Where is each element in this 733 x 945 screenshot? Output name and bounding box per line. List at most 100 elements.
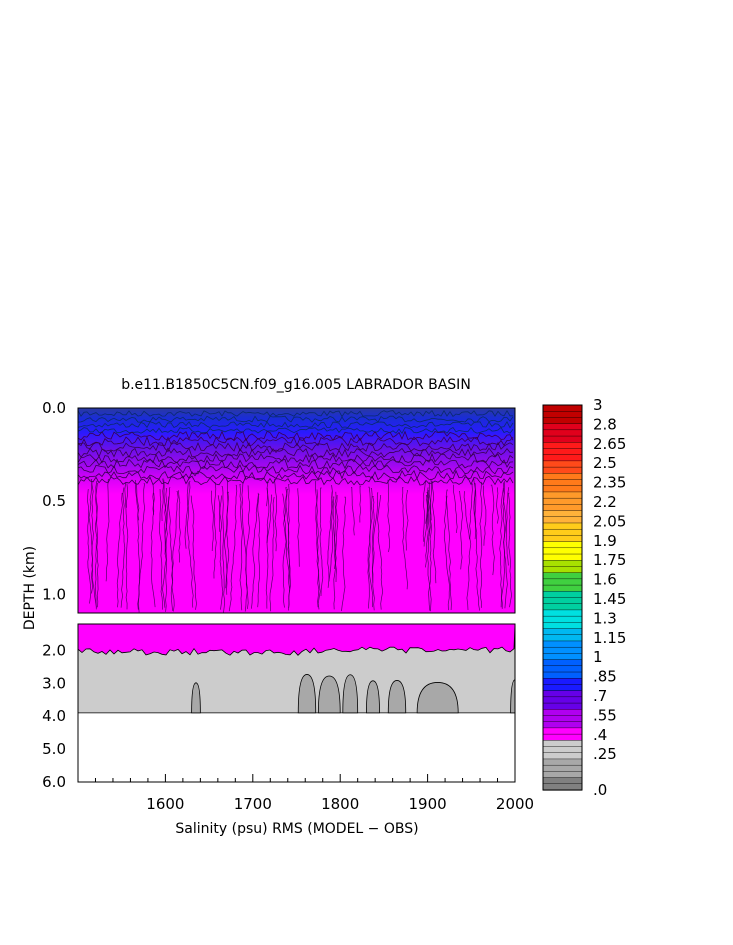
contour-line bbox=[135, 480, 140, 613]
contour-line bbox=[266, 487, 269, 507]
colorbar-swatch bbox=[542, 504, 583, 512]
colorbar-label: 1.9 bbox=[593, 532, 617, 550]
colorbar-swatch bbox=[542, 547, 583, 555]
contour-line bbox=[463, 491, 470, 540]
contour-line bbox=[405, 490, 409, 551]
contour-line bbox=[105, 478, 110, 582]
colorbar-swatch bbox=[542, 684, 583, 692]
contour-line bbox=[150, 492, 156, 608]
colorbar-swatch bbox=[542, 702, 583, 710]
colorbar-swatch bbox=[542, 566, 583, 574]
contour-line bbox=[479, 481, 483, 608]
contour-line bbox=[87, 489, 92, 604]
contour-line bbox=[274, 478, 278, 552]
colorbar-label: .55 bbox=[593, 706, 617, 724]
x-tick-label: 1600 bbox=[146, 795, 184, 813]
dark-gray-region bbox=[510, 679, 515, 714]
colorbar-swatch bbox=[542, 448, 583, 456]
contour-line bbox=[427, 490, 432, 521]
lower-panel bbox=[77, 623, 516, 783]
contour-line bbox=[500, 480, 507, 608]
contour-line bbox=[359, 486, 362, 523]
contour-line bbox=[377, 495, 384, 610]
contour-line bbox=[116, 492, 123, 608]
x-tick-label: 1700 bbox=[234, 795, 272, 813]
contour-line bbox=[473, 483, 476, 520]
colorbar-swatch bbox=[542, 597, 583, 605]
colorbar-swatch bbox=[542, 479, 583, 487]
colorbar-swatch bbox=[542, 727, 583, 735]
dark-gray-region bbox=[416, 682, 459, 714]
colorbar-swatch bbox=[542, 572, 583, 580]
contour-line bbox=[266, 494, 273, 544]
upper-panel-contours bbox=[78, 409, 514, 613]
contour-line bbox=[401, 486, 408, 590]
y-tick-label: 3.0 bbox=[42, 674, 66, 692]
dark-gray-region bbox=[191, 682, 201, 714]
contour-line bbox=[152, 484, 155, 515]
contour-line bbox=[443, 495, 450, 611]
x-axis-label: Salinity (psu) RMS (MODEL − OBS) bbox=[175, 821, 418, 837]
colorbar-swatch bbox=[542, 417, 583, 425]
contour-line bbox=[333, 495, 339, 610]
contour-line bbox=[159, 489, 163, 610]
contour-line bbox=[459, 491, 464, 570]
contour-line bbox=[90, 479, 94, 594]
contour-line bbox=[95, 480, 99, 608]
x-axis-tick-labels: 1600 1700 1800 1900 2000 bbox=[146, 795, 534, 813]
colorbar-swatch bbox=[542, 665, 583, 673]
y-tick-label: 2.0 bbox=[42, 641, 66, 659]
contour-line bbox=[219, 495, 224, 610]
contour-line bbox=[120, 487, 126, 608]
colorbar-swatch bbox=[542, 491, 583, 499]
contour-line bbox=[351, 487, 355, 536]
y-tick-label: 0.0 bbox=[42, 399, 66, 417]
colorbar-label: .7 bbox=[593, 687, 607, 705]
contour-line bbox=[257, 492, 260, 608]
colorbar-swatch bbox=[542, 454, 583, 462]
colorbar-swatch bbox=[542, 715, 583, 723]
colorbar-swatch bbox=[542, 510, 583, 518]
contour-line bbox=[126, 483, 128, 508]
contour-line bbox=[327, 491, 334, 588]
colorbar-swatch bbox=[542, 628, 583, 636]
contour-line bbox=[334, 491, 337, 583]
y-tick-label: 6.0 bbox=[42, 773, 66, 791]
contour-line bbox=[269, 496, 275, 612]
contour-line bbox=[78, 420, 514, 429]
contour-line bbox=[387, 479, 391, 553]
contour-line bbox=[482, 485, 487, 546]
colorbar-swatch bbox=[542, 411, 583, 419]
colorbar-label: 1.45 bbox=[593, 590, 626, 608]
colorbar-swatch bbox=[542, 783, 583, 791]
contour-line bbox=[187, 481, 194, 608]
colorbar-swatch bbox=[542, 640, 583, 648]
contour-line bbox=[425, 487, 429, 524]
contour-line bbox=[78, 475, 514, 486]
colorbar-swatch bbox=[542, 535, 583, 543]
chart-title: b.e11.B1850C5CN.f09_g16.005 LABRADOR BAS… bbox=[121, 377, 471, 393]
contour-line bbox=[184, 482, 189, 549]
colorbar-label: 1.15 bbox=[593, 629, 626, 647]
colorbar-label: .4 bbox=[593, 726, 607, 744]
contour-line bbox=[341, 496, 346, 612]
lower-panel-frame bbox=[77, 623, 516, 783]
colorbar-label: 1 bbox=[593, 648, 603, 666]
contour-line bbox=[213, 482, 217, 579]
contour-line bbox=[78, 458, 514, 470]
contour-line bbox=[367, 488, 373, 609]
contour-line bbox=[163, 479, 168, 612]
contour-line bbox=[431, 480, 437, 584]
colorbar-swatch bbox=[542, 578, 583, 586]
contour-line bbox=[425, 495, 429, 568]
colorbar-swatch bbox=[542, 733, 583, 741]
x-axis-ticks bbox=[77, 774, 516, 782]
colorbar-swatch bbox=[542, 746, 583, 754]
colorbar-label: 2.05 bbox=[593, 512, 626, 530]
dark-gray-region bbox=[342, 674, 359, 714]
colorbar-swatch bbox=[542, 696, 583, 704]
y-tick-label: 4.0 bbox=[42, 707, 66, 725]
x-tick-label: 1800 bbox=[321, 795, 359, 813]
contour-line bbox=[315, 480, 320, 608]
contour-line bbox=[217, 495, 221, 532]
